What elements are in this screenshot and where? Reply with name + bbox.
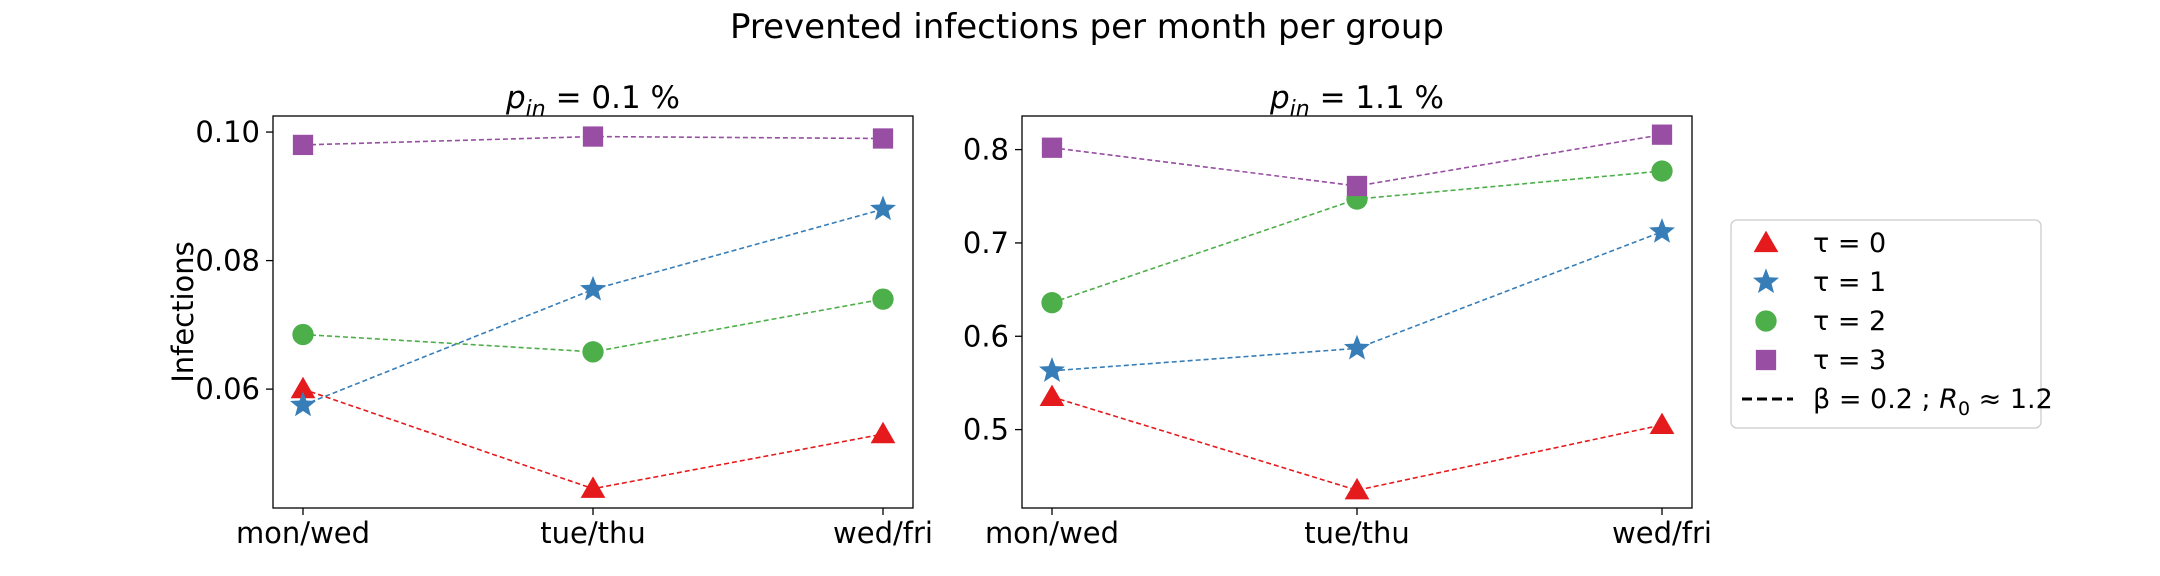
legend-box [1730,219,2042,429]
x-tick-label: mon/wed [985,516,1119,550]
series-1 [290,376,896,498]
legend-item-style: β = 0.2 ; R0 ≈ 1.2 [1742,384,2053,420]
panel-title-sub: in [1290,97,1310,122]
y-tick-label: 0.06 [195,372,260,406]
data-point [292,134,314,156]
figure-title: Prevented infections per month per group [730,7,1444,47]
data-point [872,288,894,310]
y-tick-label: 0.6 [963,319,1009,353]
panel-title: pin = 1.1 % [1269,80,1444,122]
data-point [872,128,894,149]
legend-marker [1755,349,1777,371]
legend-label: τ = 3 [1813,345,1886,376]
data-point [580,476,606,498]
y-tick-label: 0.08 [195,244,260,278]
series-4 [1041,124,1673,197]
legend-marker [1753,230,1779,253]
panel-title-value: = 1.1 % [1310,80,1444,116]
x-tick-label: tue/thu [1304,516,1410,550]
panel-title: pin = 0.1 % [505,80,680,122]
y-tick-label: 0.5 [963,413,1009,447]
data-point [1041,292,1063,314]
legend-r0-value: ≈ 1.2 [1970,384,2053,415]
series-line [302,388,884,490]
legend-marker [1753,268,1779,294]
series-1 [1039,384,1675,500]
y-tick-label: 0.8 [963,133,1009,167]
panel-title-var: p [505,80,526,116]
data-point [582,341,604,363]
data-point [1039,357,1065,382]
data-point [1039,384,1065,407]
data-point [1649,412,1675,435]
data-point [1346,175,1368,197]
data-point [580,275,606,301]
panel-title-value: = 0.1 % [546,80,680,116]
data-point [582,126,604,147]
panel-title-sub: in [526,97,546,122]
legend-label: τ = 2 [1813,306,1886,337]
legend-r0-sub: 0 [1958,398,1970,420]
legend-marker [1755,310,1777,332]
data-point [292,323,314,346]
data-point [1344,334,1370,360]
legend-label: β = 0.2 ; R0 ≈ 1.2 [1813,384,2053,420]
x-tick-label: wed/fri [833,516,933,550]
legend-item: τ = 1 [1753,267,1886,298]
legend: τ = 0 τ = 1 τ = 2 τ = 3 β = 0.2 ; R0 ≈ 1.2 [1730,219,2053,429]
legend-item: τ = 0 [1753,228,1886,259]
legend-beta: β = 0.2 ; [1813,384,1939,415]
plot-frame [272,115,914,509]
legend-label: τ = 0 [1813,228,1886,259]
series-3 [292,288,894,363]
data-point [1651,160,1673,182]
series-line [302,208,884,406]
data-point [1651,124,1673,145]
x-tick-label: tue/thu [540,516,646,550]
legend-r0: R [1939,384,1958,415]
data-point [1041,137,1063,158]
data-point [290,391,316,417]
plot-frame [1021,115,1693,509]
x-tick-label: mon/wed [236,516,370,550]
y-tick-label: 0.7 [963,226,1009,260]
chart-panel-1: pin = 0.1 % mon/wed tue/thu wed/fri 0.06 0.08… [166,80,933,550]
legend-label: τ = 1 [1813,267,1886,298]
chart-panels: pin = 0.1 %mon/wed tue/thu wed/fri0.060.08… [166,80,1712,550]
y-tick-label: 0.10 [195,115,260,149]
series-4 [292,126,894,156]
data-point [1344,477,1370,500]
data-point [870,421,896,444]
series-line [1051,396,1663,492]
y-axis-label: Infections [166,241,200,383]
data-point [870,195,896,221]
panel-title-var: p [1269,80,1290,116]
data-point [290,376,316,399]
chart-panel-2: pin = 1.1 % mon/wed tue/thu wed/fri 0.5 0.6 0.… [963,80,1712,550]
legend-item: τ = 2 [1755,306,1886,337]
series-2 [1039,218,1675,382]
data-point [1649,218,1675,243]
x-tick-label: wed/fri [1612,516,1712,550]
legend-item: τ = 3 [1755,345,1886,376]
series-2 [290,195,896,417]
